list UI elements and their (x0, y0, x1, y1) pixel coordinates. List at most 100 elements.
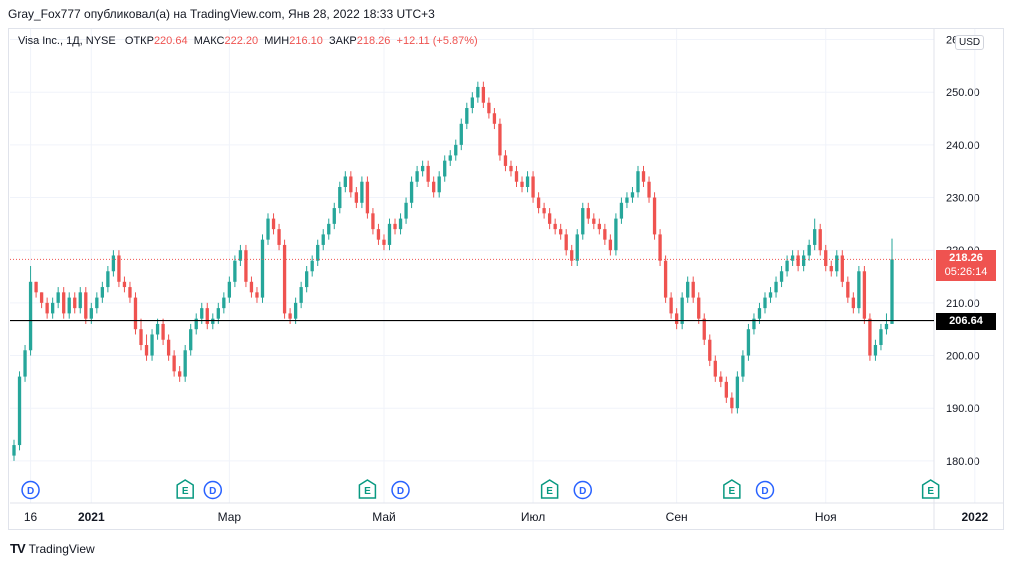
candle[interactable] (161, 323, 165, 340)
candle[interactable] (62, 292, 66, 314)
candle[interactable] (299, 287, 303, 303)
candle[interactable] (28, 281, 33, 351)
candle[interactable] (824, 250, 828, 266)
candle[interactable] (652, 197, 657, 235)
candle[interactable] (95, 297, 99, 309)
candle[interactable] (840, 255, 844, 282)
candle[interactable] (443, 160, 447, 177)
candle[interactable] (636, 171, 640, 193)
candle[interactable] (365, 181, 370, 214)
candle[interactable] (851, 297, 856, 309)
candle[interactable] (559, 229, 563, 235)
candle[interactable] (697, 297, 701, 319)
dividend-event-icon[interactable] (573, 480, 593, 500)
candle[interactable] (586, 208, 590, 219)
earnings-event-icon[interactable] (540, 479, 559, 499)
candle[interactable] (150, 334, 154, 356)
candle[interactable] (415, 171, 419, 182)
candle[interactable] (531, 176, 535, 198)
candle[interactable] (45, 302, 49, 314)
candle[interactable] (194, 318, 198, 330)
candle[interactable] (752, 318, 756, 330)
earnings-event-icon[interactable] (358, 479, 377, 499)
candle[interactable] (255, 292, 259, 298)
candle[interactable] (603, 229, 607, 240)
candle[interactable] (807, 244, 811, 256)
candle[interactable] (713, 360, 717, 377)
candle[interactable] (879, 329, 883, 345)
candle[interactable] (525, 176, 530, 187)
candle[interactable] (398, 218, 403, 230)
candle[interactable] (669, 297, 673, 314)
candle[interactable] (117, 255, 121, 282)
candle[interactable] (476, 86, 480, 98)
tradingview-brand[interactable]: TV TradingView (10, 541, 95, 556)
candle[interactable] (293, 302, 298, 319)
candle[interactable] (597, 223, 601, 230)
candle[interactable] (492, 113, 497, 124)
candle[interactable] (674, 313, 679, 324)
candle[interactable] (139, 329, 143, 345)
candle[interactable] (724, 381, 728, 398)
candle[interactable] (454, 144, 458, 156)
candle[interactable] (691, 281, 695, 298)
candle[interactable] (746, 329, 751, 356)
candle[interactable] (498, 123, 502, 156)
candle[interactable] (409, 181, 414, 203)
candle[interactable] (813, 229, 817, 245)
candle[interactable] (658, 234, 662, 261)
candle[interactable] (520, 181, 524, 187)
candle[interactable] (189, 329, 193, 351)
candle[interactable] (249, 281, 254, 293)
candle[interactable] (155, 323, 160, 335)
candle[interactable] (111, 255, 116, 272)
candle[interactable] (238, 250, 243, 261)
candle[interactable] (735, 376, 740, 409)
candle[interactable] (382, 239, 386, 245)
candle[interactable] (514, 171, 519, 182)
currency-button[interactable]: USD (955, 35, 985, 50)
candle[interactable] (133, 297, 138, 330)
candle[interactable] (271, 218, 276, 230)
candle[interactable] (741, 355, 745, 377)
candle[interactable] (12, 445, 16, 456)
candle[interactable] (835, 255, 839, 272)
candle[interactable] (437, 176, 441, 193)
dividend-event-icon[interactable] (755, 480, 775, 500)
candle[interactable] (327, 223, 331, 235)
candle[interactable] (205, 308, 209, 324)
candle[interactable] (536, 197, 541, 209)
candle[interactable] (321, 234, 325, 245)
candle[interactable] (89, 308, 93, 319)
candle[interactable] (84, 292, 88, 319)
candle[interactable] (619, 202, 624, 219)
candle[interactable] (829, 266, 833, 272)
candle[interactable] (470, 97, 474, 108)
candle[interactable] (178, 371, 182, 377)
candle[interactable] (686, 281, 690, 298)
candle[interactable] (166, 339, 171, 356)
candle[interactable] (575, 234, 579, 261)
candle[interactable] (50, 302, 55, 314)
dividend-event-icon[interactable] (203, 480, 223, 500)
candle[interactable] (172, 355, 176, 372)
candle[interactable] (625, 197, 629, 203)
candle[interactable] (393, 223, 397, 230)
candle[interactable] (553, 223, 557, 230)
candle[interactable] (343, 176, 347, 187)
candle[interactable] (233, 260, 237, 282)
candle[interactable] (641, 171, 646, 182)
candle[interactable] (222, 297, 226, 309)
candle[interactable] (581, 208, 585, 235)
candle[interactable] (34, 281, 38, 293)
candle[interactable] (570, 250, 574, 261)
candle[interactable] (106, 271, 110, 288)
candle[interactable] (801, 255, 806, 266)
candle[interactable] (67, 297, 71, 314)
candle[interactable] (338, 187, 342, 209)
candle[interactable] (426, 165, 430, 182)
candle[interactable] (227, 281, 232, 298)
candle[interactable] (332, 208, 336, 224)
candle[interactable] (768, 292, 773, 298)
candle[interactable] (266, 218, 270, 240)
